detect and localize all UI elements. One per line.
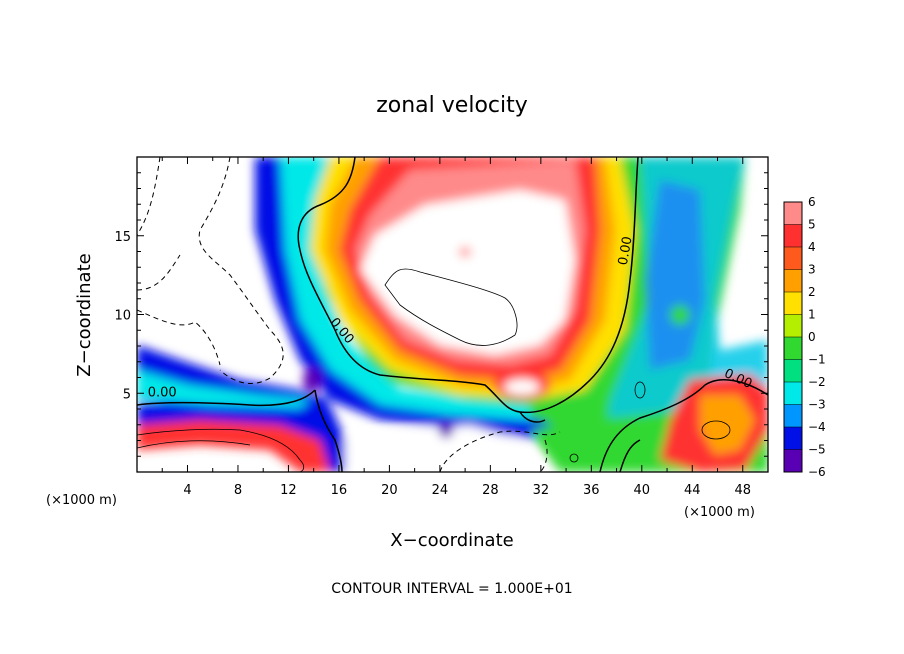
colorbar-label: 4 [808, 240, 816, 254]
y-tick-label: 15 [114, 230, 131, 245]
colorbar-swatch [784, 449, 802, 473]
colorbar-label: 3 [808, 263, 816, 277]
colorbar-swatch [784, 404, 802, 428]
colorbar-swatch [784, 224, 802, 248]
contour-interval-footer: CONTOUR INTERVAL = 1.000E+01 [331, 581, 572, 597]
x-tick-label: 8 [234, 483, 242, 498]
x-axis-unit: (×1000 m) [684, 505, 755, 520]
x-tick-label: 44 [684, 483, 701, 498]
colorbar-label: 0 [808, 330, 816, 344]
y-axis-title: Z−coordinate [74, 253, 95, 376]
x-tick-label: 40 [634, 483, 651, 498]
contour-label: 0.00 [616, 235, 636, 266]
x-tick-label: 36 [583, 483, 600, 498]
colorbar-swatch [784, 202, 802, 225]
colorbar-swatch [784, 292, 802, 315]
colorbar-label: 5 [808, 218, 816, 232]
x-axis-title: X−coordinate [390, 530, 513, 551]
y-axis-unit: (×1000 m) [46, 493, 117, 508]
colorbar-swatch [784, 247, 802, 270]
colorbar-label: −4 [808, 420, 826, 434]
x-ticks: 4 8 12 16 20 24 28 32 36 40 44 48 [161, 157, 751, 498]
x-tick-label: 24 [432, 483, 449, 498]
colorbar-swatch [784, 337, 802, 360]
x-tick-label: 32 [533, 483, 550, 498]
colorbar-label: −1 [808, 353, 826, 367]
y-tick-label: 10 [114, 309, 131, 324]
colorbar-label: −3 [808, 398, 826, 412]
chart-title: zonal velocity [376, 93, 528, 118]
colorbar-label: 6 [808, 195, 816, 209]
x-tick-label: 4 [183, 483, 191, 498]
colorbar-label: 1 [808, 308, 816, 322]
contour-label: 0.00 [148, 385, 177, 400]
colorbar-swatch [784, 269, 802, 293]
x-tick-label: 28 [482, 483, 499, 498]
heatmap-field [137, 157, 768, 472]
y-tick-label: 5 [123, 387, 131, 402]
colorbar-label: −6 [808, 465, 826, 479]
colorbar-label: 2 [808, 285, 816, 299]
x-tick-label: 12 [280, 483, 297, 498]
y-ticks: 5 10 15 [114, 172, 768, 457]
colorbar-label: −2 [808, 375, 826, 389]
colorbar-swatch [784, 382, 802, 405]
colorbar-swatch [784, 314, 802, 338]
x-tick-label: 16 [331, 483, 348, 498]
colorbar-swatch [784, 359, 802, 383]
colorbar: 6 5 4 3 2 1 0 −1 −2 −3 −4 −5 −6 [783, 195, 826, 479]
x-tick-label: 20 [381, 483, 398, 498]
colorbar-swatch [784, 427, 802, 450]
colorbar-label: −5 [808, 443, 826, 457]
x-tick-label: 48 [734, 483, 751, 498]
